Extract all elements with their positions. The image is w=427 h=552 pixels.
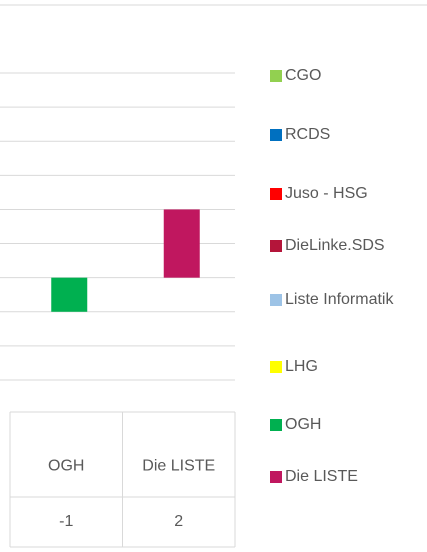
legend-swatch	[270, 70, 282, 82]
legend-label: Liste Informatik	[285, 291, 394, 308]
legend-label: Juso - HSG	[285, 185, 368, 202]
legend-swatch	[270, 188, 282, 200]
legend-item: LHG	[270, 352, 395, 382]
table-value: 2	[174, 513, 183, 530]
legend-item: CGO	[270, 61, 395, 91]
legend-item: Liste Informatik	[270, 285, 395, 315]
legend-label: OGH	[285, 416, 322, 433]
table-value: -1	[59, 513, 73, 530]
legend-label: RCDS	[285, 126, 331, 143]
bar	[51, 277, 88, 312]
category-label: Die LISTE	[142, 458, 215, 475]
legend-swatch	[270, 361, 282, 373]
legend-swatch	[270, 294, 282, 306]
legend-swatch	[270, 471, 282, 483]
legend-label: Die LISTE	[285, 468, 358, 485]
legend-item: Juso - HSG	[270, 179, 395, 209]
legend-label: CGO	[285, 67, 322, 84]
legend-item: OGH	[270, 410, 395, 440]
bar	[163, 209, 200, 278]
legend-swatch	[270, 419, 282, 431]
legend-swatch	[270, 129, 282, 141]
category-label: OGH	[48, 458, 84, 475]
legend-item: Die LISTE	[270, 462, 395, 492]
legend-item: DieLinke.SDS	[270, 231, 395, 261]
legend-item: RCDS	[270, 120, 395, 150]
legend-label: DieLinke.SDS	[285, 237, 385, 254]
legend-swatch	[270, 240, 282, 252]
legend-label: LHG	[285, 358, 318, 375]
